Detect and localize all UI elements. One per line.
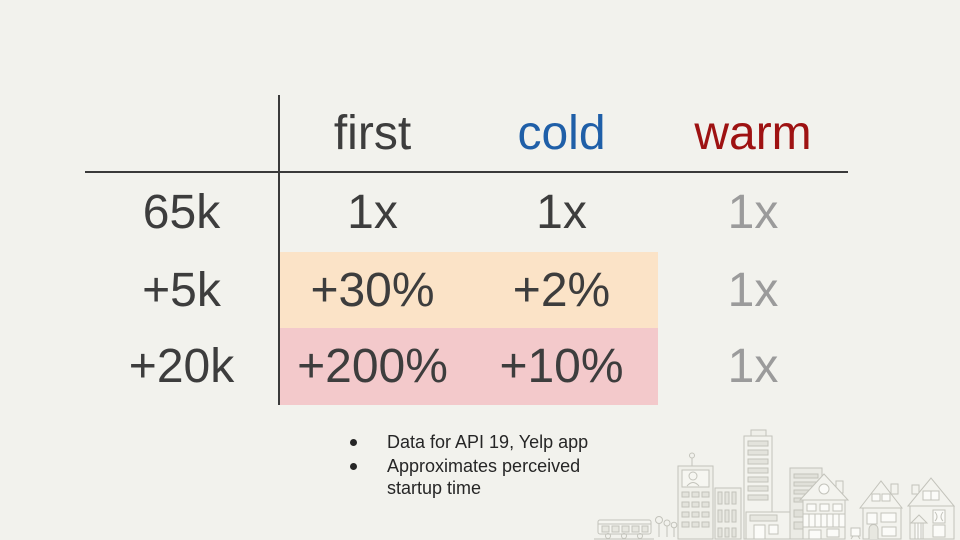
column-header-warm: warm: [658, 95, 848, 173]
cell-plus5k-warm: 1x: [727, 263, 779, 317]
column-header-first: first: [278, 95, 465, 173]
startup-overhead-table: first cold warm 65k 1x 1x 1x +5k +30% +2…: [85, 95, 848, 405]
cell-65k-first: 1x: [278, 173, 465, 252]
cell-plus20k-cold: +10%: [465, 328, 658, 405]
list-item: Data for API 19, Yelp app: [350, 431, 607, 453]
list-item: Approximates perceived startup time: [350, 455, 607, 499]
footnote-text: Approximates perceived startup time: [387, 456, 581, 498]
cell-65k-cold: 1x: [536, 186, 587, 239]
footnote-text: Data for API 19, Yelp app: [387, 432, 589, 452]
column-header-cold: cold: [465, 95, 658, 173]
bullet-icon: [350, 439, 357, 446]
bullet-icon: [350, 463, 357, 470]
row-label-plus20k: +20k: [128, 340, 235, 393]
row-label-plus5k: +5k: [142, 263, 221, 317]
cell-plus20k-warm: 1x: [727, 340, 779, 393]
table-corner-cell: [85, 95, 278, 173]
footnote-list: Data for API 19, Yelp app Approximates p…: [350, 431, 607, 499]
row-label-65k: 65k: [142, 186, 221, 239]
cell-plus20k-first: +200%: [278, 328, 465, 405]
cell-65k-warm: 1x: [727, 186, 779, 239]
city-skyline-illustration: [594, 429, 956, 540]
cell-plus5k-first: +30%: [278, 252, 465, 328]
cell-plus5k-cold: +2%: [465, 252, 658, 328]
